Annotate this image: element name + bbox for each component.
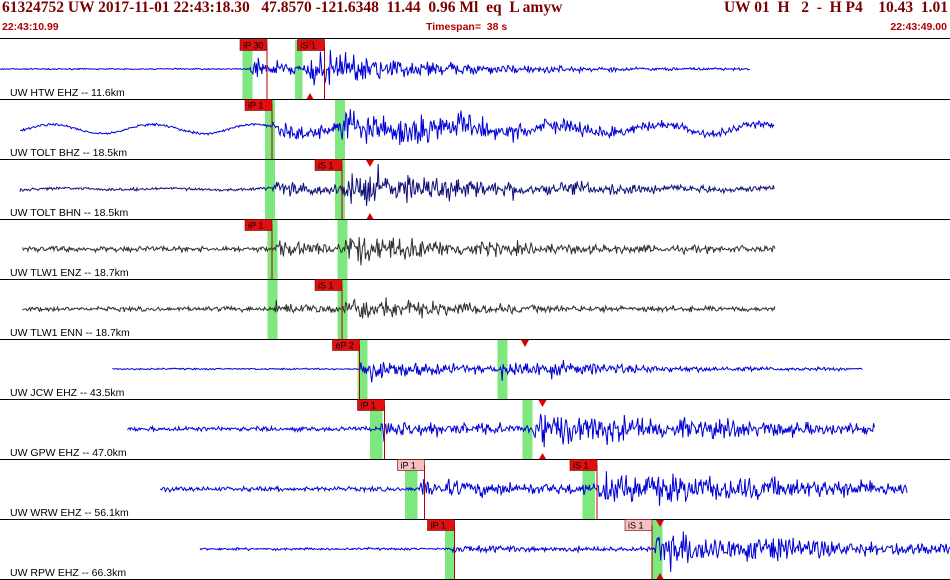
- analysis-window: [265, 160, 275, 219]
- phase-pick[interactable]: iS 1: [569, 459, 598, 520]
- pick-label: iP 1: [361, 401, 376, 411]
- channel-label: UW GPW EHZ -- 47.0km: [10, 447, 127, 459]
- phase-pick[interactable]: iP 1: [397, 459, 425, 520]
- waveform-trace: [159, 471, 908, 506]
- channel-row[interactable]: iP 1 UW TLW1 ENZ -- 18.7km: [0, 219, 950, 280]
- timespan-label: Timespan= 38 s: [426, 21, 508, 33]
- phase-pick[interactable]: iP 1: [244, 219, 273, 280]
- phase-pick[interactable]: iP 1: [357, 399, 385, 460]
- channel-label: UW TOLT BHZ -- 18.5km: [10, 147, 127, 159]
- waveform-trace: [20, 109, 775, 146]
- channel-row[interactable]: iS 1 UW TLW1 ENN -- 18.7km: [0, 279, 950, 340]
- pick-label: iP 1: [401, 461, 416, 471]
- pick-label: iS 1: [301, 41, 317, 51]
- pick-label: iS 1: [318, 161, 334, 171]
- theoretical-arrival-marker: [656, 520, 664, 527]
- analysis-window: [522, 400, 533, 459]
- analysis-window: [335, 160, 345, 219]
- pick-label: iP 30: [243, 41, 263, 51]
- theoretical-arrival-marker: [521, 340, 529, 347]
- waveform-trace: [0, 49, 751, 86]
- waveform-trace: [199, 531, 950, 572]
- phase-pick[interactable]: iP 30: [239, 39, 268, 100]
- channel-row[interactable]: iP 30 iS 1 UW HTW EHZ -- 11.6km: [0, 39, 950, 100]
- pick-label: iP 1: [431, 521, 446, 531]
- station-summary: UW 01 H 2 - H P4 10.43 1.01: [723, 0, 948, 16]
- theoretical-arrival-marker: [306, 93, 314, 99]
- analysis-window: [242, 40, 253, 99]
- analysis-window: [370, 400, 383, 459]
- analysis-window: [335, 100, 345, 159]
- phase-pick[interactable]: iS 1: [314, 279, 343, 340]
- waveform-trace: [19, 163, 775, 207]
- channel-label: UW JCW EHZ -- 43.5km: [10, 387, 125, 399]
- pick-label: iS 1: [628, 521, 644, 531]
- waveform-trace: [112, 359, 863, 383]
- phase-pick[interactable]: iP 1: [427, 519, 455, 580]
- waveform-trace: [22, 236, 776, 266]
- theoretical-arrival-marker: [656, 573, 664, 579]
- event-summary: 61324752 UW 2017-11-01 22:43:18.30 47.85…: [2, 0, 563, 16]
- channel-label: UW TLW1 ENN -- 18.7km: [10, 327, 130, 339]
- channel-row[interactable]: iP 1 UW GPW EHZ -- 47.0km: [0, 399, 950, 460]
- header-divider: [0, 38, 950, 39]
- theoretical-arrival-marker: [366, 213, 374, 219]
- window-end-time: 22:43:49.00: [890, 21, 947, 33]
- phase-pick[interactable]: eP 2: [332, 339, 360, 400]
- channel-label: UW RPW EHZ -- 66.3km: [10, 567, 126, 579]
- phase-pick[interactable]: iS 1: [624, 519, 653, 580]
- theoretical-arrival-marker: [366, 160, 374, 167]
- analysis-window: [652, 520, 663, 579]
- pick-label: iP 1: [248, 221, 263, 231]
- channel-row[interactable]: iP 1 iS 1 UW WRW EHZ -- 56.1km: [0, 459, 950, 520]
- theoretical-arrival-marker: [306, 40, 314, 47]
- pick-label: iS 1: [318, 281, 334, 291]
- analysis-window: [267, 280, 278, 339]
- channel-row[interactable]: iP 1 UW TOLT BHZ -- 18.5km: [0, 99, 950, 160]
- pick-label: eP 2: [336, 341, 354, 351]
- phase-pick[interactable]: iS 1: [314, 159, 343, 220]
- analysis-window: [265, 100, 275, 159]
- theoretical-arrival-marker: [539, 453, 546, 459]
- phase-pick[interactable]: iP 1: [244, 99, 273, 160]
- channel-row[interactable]: eP 2 UW JCW EHZ -- 43.5km: [0, 339, 950, 400]
- channel-row[interactable]: iP 1 iS 1 UW RPW EHZ -- 66.3km: [0, 519, 950, 580]
- channel-label: UW TLW1 ENZ -- 18.7km: [10, 267, 129, 279]
- window-start-time: 22:43:10.99: [2, 21, 59, 33]
- pick-label: iS 1: [573, 461, 589, 471]
- pick-label: iP 1: [248, 101, 263, 111]
- analysis-window: [445, 520, 455, 579]
- waveform-trace: [22, 297, 776, 319]
- seismogram-panel[interactable]: iP 30 iS 1 UW HTW EHZ -- 11.6km iP 1 UW TOLT…: [0, 39, 950, 580]
- event-header: 61324752 UW 2017-11-01 22:43:18.30 47.85…: [0, 0, 950, 40]
- waveform-trace: [127, 413, 875, 448]
- theoretical-arrival-marker: [538, 400, 547, 407]
- channel-label: UW WRW EHZ -- 56.1km: [10, 507, 129, 519]
- channel-label: UW HTW EHZ -- 11.6km: [10, 87, 125, 99]
- channel-row[interactable]: iS 1 UW TOLT BHN -- 18.5km: [0, 159, 950, 220]
- channel-label: UW TOLT BHN -- 18.5km: [10, 207, 128, 219]
